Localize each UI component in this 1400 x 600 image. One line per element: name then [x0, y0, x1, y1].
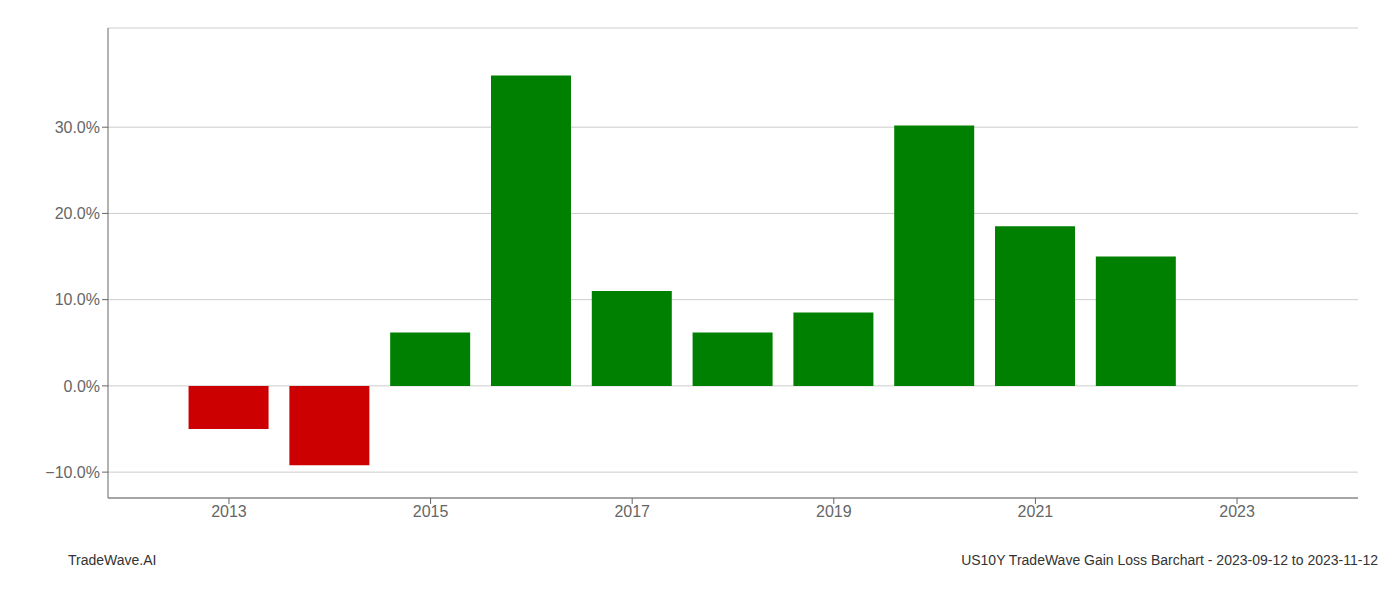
svg-text:−10.0%: −10.0% [45, 464, 100, 481]
svg-text:2021: 2021 [1018, 503, 1054, 520]
svg-text:2017: 2017 [614, 503, 650, 520]
svg-text:2023: 2023 [1219, 503, 1255, 520]
svg-text:2013: 2013 [211, 503, 247, 520]
svg-text:20.0%: 20.0% [55, 205, 100, 222]
svg-text:30.0%: 30.0% [55, 119, 100, 136]
svg-text:2015: 2015 [413, 503, 449, 520]
html-text:TradeWave.AI: TradeWave.AI [68, 552, 157, 568]
svg-text:0.0%: 0.0% [64, 378, 100, 395]
html-text:US10Y TradeWave Gain Loss Barc: US10Y TradeWave Gain Loss Barchart - 202… [961, 552, 1378, 568]
svg-text:2019: 2019 [816, 503, 852, 520]
svg-text:10.0%: 10.0% [55, 291, 100, 308]
